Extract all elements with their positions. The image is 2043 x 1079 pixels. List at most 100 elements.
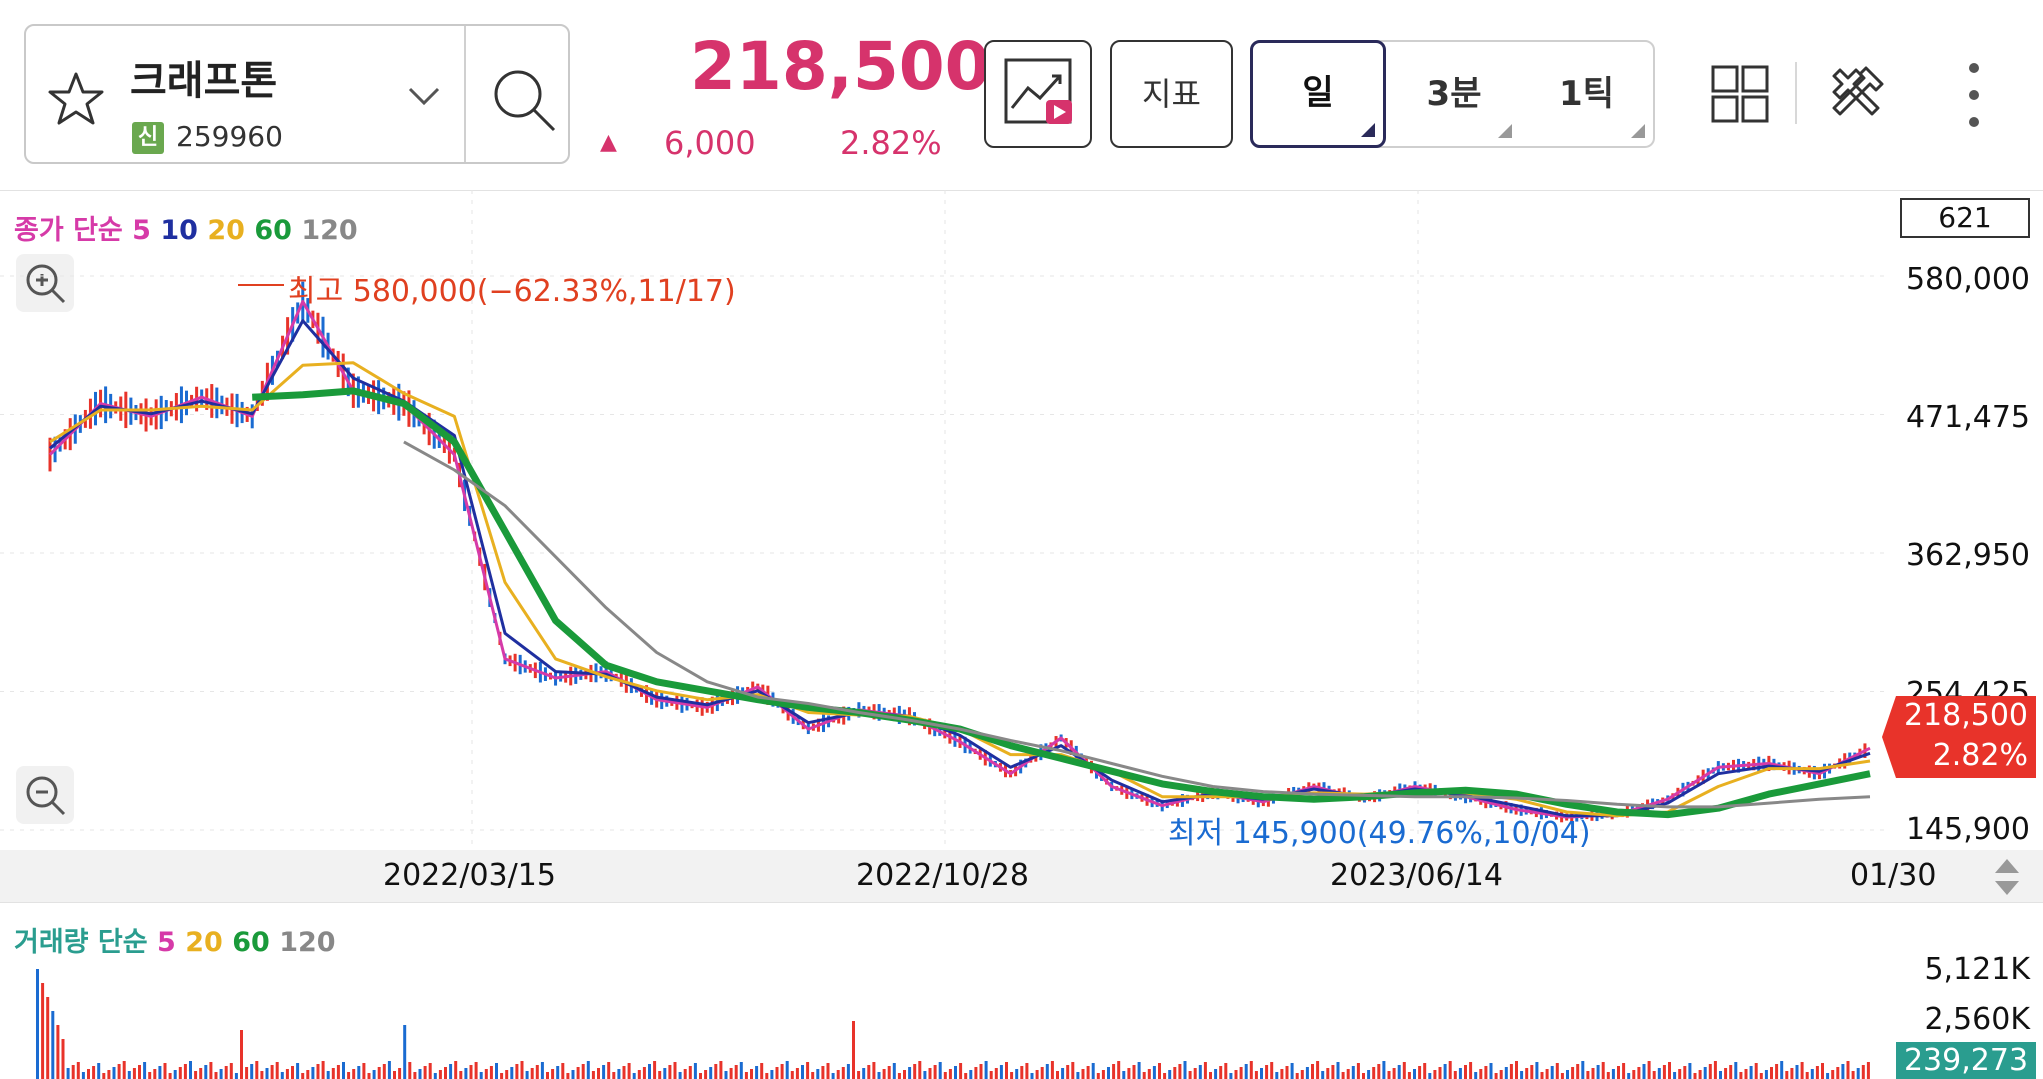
volume-bar bbox=[1127, 1068, 1131, 1079]
volume-bar bbox=[515, 1064, 519, 1079]
volume-bar bbox=[857, 1071, 861, 1079]
volume-bar bbox=[469, 1065, 473, 1079]
volume-legend[interactable]: 거래량 단순 5 20 60 120 bbox=[14, 920, 336, 959]
volume-bar bbox=[1673, 1072, 1677, 1079]
volume-bar bbox=[1713, 1061, 1717, 1079]
volume-bar bbox=[1117, 1061, 1121, 1079]
volume-bar bbox=[836, 1070, 840, 1079]
volume-bar bbox=[1810, 1069, 1814, 1079]
volume-bar bbox=[1560, 1073, 1564, 1079]
volume-bar bbox=[1826, 1073, 1830, 1079]
volume-bar bbox=[1081, 1069, 1085, 1079]
current-volume-tag: 239,273 bbox=[1896, 1042, 2036, 1079]
volume-bar bbox=[1122, 1071, 1126, 1079]
period-daily[interactable]: 일 bbox=[1250, 40, 1386, 148]
volume-bar bbox=[658, 1071, 662, 1079]
volume-bar bbox=[464, 1068, 468, 1079]
volume-bar bbox=[1759, 1073, 1763, 1079]
y-label-max: 580,000 bbox=[1905, 262, 2030, 297]
volume-bar bbox=[311, 1067, 315, 1079]
video-chart-button[interactable] bbox=[984, 40, 1092, 148]
price-chart[interactable] bbox=[0, 190, 2043, 850]
search-icon[interactable] bbox=[490, 66, 560, 136]
volume-bar bbox=[301, 1073, 305, 1079]
volume-bar bbox=[653, 1061, 657, 1079]
volume-bar bbox=[56, 1025, 60, 1079]
volume-bar bbox=[540, 1062, 544, 1079]
volume-bar bbox=[1596, 1065, 1600, 1079]
volume-bar bbox=[347, 1072, 351, 1079]
x-label: 2022/10/28 bbox=[856, 858, 1029, 893]
chevron-down-icon[interactable] bbox=[408, 86, 440, 106]
indicator-button[interactable]: 지표 bbox=[1110, 40, 1233, 148]
volume-bar bbox=[1035, 1070, 1039, 1079]
volume-bar bbox=[1372, 1067, 1376, 1079]
volume-bar bbox=[597, 1068, 600, 1079]
volume-bar bbox=[1071, 1062, 1075, 1079]
volume-bar bbox=[1815, 1066, 1819, 1079]
volume-bar bbox=[841, 1067, 845, 1079]
scroll-toggle-icon[interactable] bbox=[1992, 856, 2022, 898]
volume-bar bbox=[1061, 1068, 1065, 1079]
legend-vma5: 5 bbox=[157, 927, 176, 958]
volume-bar bbox=[234, 1073, 238, 1079]
volume-bar bbox=[102, 1073, 106, 1079]
price-legend[interactable]: 종가 단순 5 10 20 60 120 bbox=[14, 208, 358, 247]
stock-selector[interactable]: 크래프톤 신 259960 bbox=[24, 24, 570, 164]
volume-bar bbox=[1096, 1073, 1100, 1079]
volume-bar bbox=[811, 1072, 815, 1079]
volume-bar bbox=[1260, 1068, 1263, 1079]
y-label: 362,950 bbox=[1905, 538, 2030, 573]
zoom-in-button[interactable] bbox=[16, 254, 74, 312]
volume-bar bbox=[117, 1064, 121, 1079]
period-selector: 일 3분 1틱 bbox=[1250, 40, 1655, 148]
volume-bar bbox=[479, 1072, 483, 1079]
volume-bar bbox=[1168, 1070, 1172, 1079]
volume-bar bbox=[326, 1071, 330, 1079]
volume-bar bbox=[1356, 1063, 1360, 1079]
volume-bar bbox=[1785, 1071, 1789, 1079]
volume-bar bbox=[1321, 1071, 1325, 1079]
y-label: 471,475 bbox=[1905, 400, 2030, 435]
volume-bar bbox=[1780, 1061, 1784, 1079]
volume-chart[interactable] bbox=[0, 960, 1890, 1079]
volume-bar bbox=[1183, 1061, 1187, 1079]
zoom-out-button[interactable] bbox=[16, 766, 74, 824]
volume-bar bbox=[1147, 1069, 1151, 1079]
volume-bar bbox=[413, 1072, 417, 1079]
tools-icon[interactable] bbox=[1826, 62, 1888, 124]
volume-bar bbox=[1555, 1063, 1559, 1079]
volume-bar bbox=[755, 1066, 759, 1079]
volume-bar bbox=[862, 1068, 866, 1079]
star-icon[interactable] bbox=[46, 70, 106, 128]
volume-bar bbox=[377, 1067, 381, 1079]
volume-bar bbox=[918, 1061, 922, 1079]
volume-bar bbox=[1484, 1066, 1488, 1079]
volume-bar bbox=[1091, 1063, 1095, 1079]
volume-bar bbox=[178, 1067, 182, 1079]
volume-bar bbox=[984, 1061, 988, 1079]
volume-bar bbox=[775, 1067, 779, 1079]
volume-bar bbox=[897, 1073, 901, 1079]
volume-bar bbox=[321, 1061, 325, 1079]
divider bbox=[0, 902, 2043, 903]
period-1tick[interactable]: 1틱 bbox=[1520, 42, 1653, 146]
more-icon[interactable] bbox=[1962, 60, 1986, 130]
period-3min[interactable]: 3분 bbox=[1388, 42, 1520, 146]
volume-bar bbox=[418, 1069, 422, 1079]
volume-bar bbox=[846, 1064, 850, 1079]
volume-bar bbox=[1275, 1072, 1279, 1079]
volume-bar bbox=[1214, 1069, 1218, 1079]
current-price-tag: 218,500 2.82% bbox=[1882, 696, 2036, 778]
volume-bar bbox=[1566, 1070, 1569, 1079]
stock-name[interactable]: 크래프톤 bbox=[130, 58, 278, 104]
volume-bar bbox=[1249, 1061, 1253, 1079]
x-axis-bar[interactable] bbox=[0, 850, 2043, 902]
volume-bar bbox=[1642, 1064, 1646, 1079]
grid-icon[interactable] bbox=[1710, 64, 1770, 124]
volume-bar bbox=[296, 1063, 300, 1079]
volume-bar bbox=[1627, 1073, 1631, 1079]
volume-bar bbox=[92, 1066, 96, 1079]
volume-bar bbox=[709, 1067, 713, 1079]
volume-bar bbox=[627, 1063, 631, 1079]
